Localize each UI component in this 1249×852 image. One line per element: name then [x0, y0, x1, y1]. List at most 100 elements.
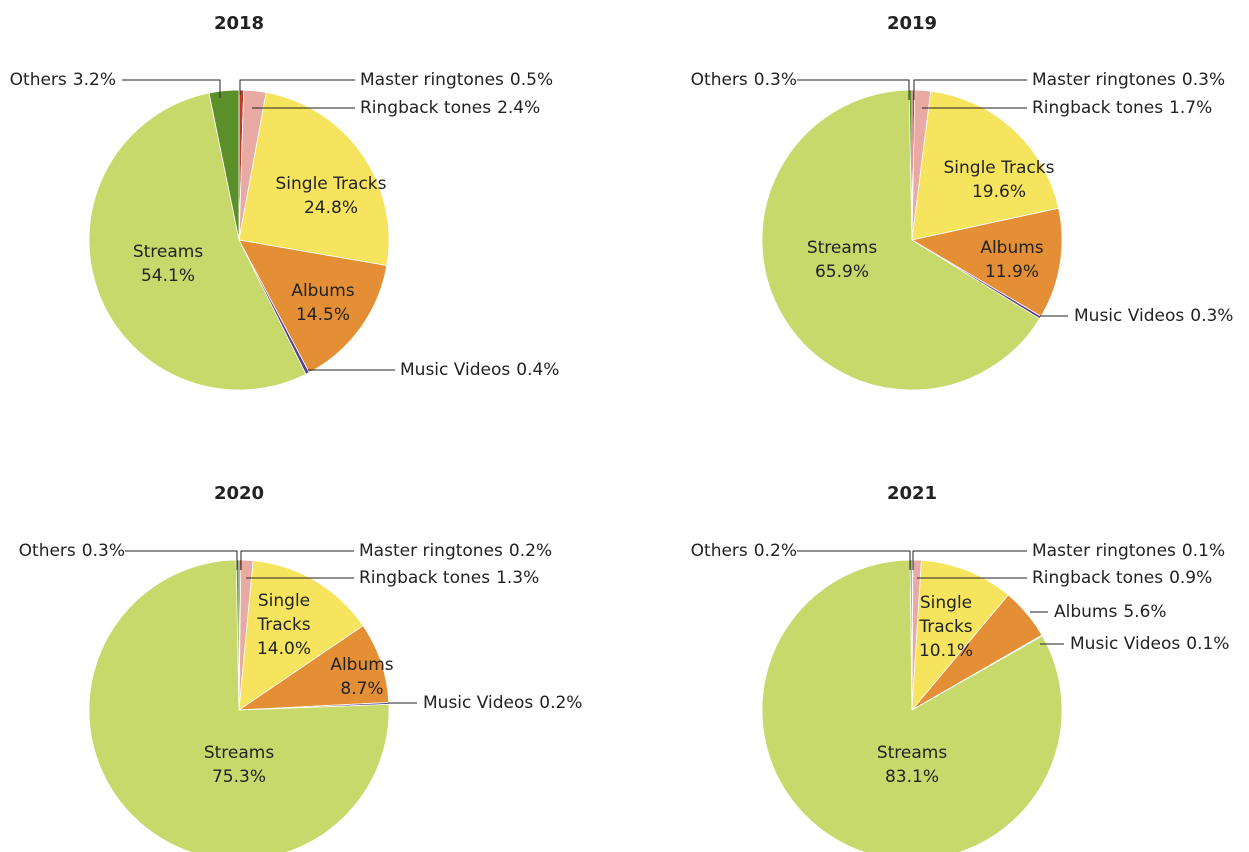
slice-name: Albums	[980, 238, 1044, 258]
slice-value: 19.6%	[971, 182, 1026, 202]
leader-line	[912, 550, 1027, 570]
slice-name: Master ringtones	[360, 70, 504, 90]
slice-name: Streams	[203, 743, 275, 763]
slice-value: 14.5%	[295, 305, 350, 325]
leader-line	[913, 79, 1027, 100]
slice-value: 0.2%	[509, 541, 552, 561]
slice-value: 75.3%	[211, 767, 266, 787]
slice-label: Others 0.3%	[19, 541, 125, 561]
slice-name: Others	[19, 541, 76, 561]
slice-name: Single Tracks	[919, 593, 973, 637]
chart-title: 2020	[214, 483, 264, 504]
slice-name: Master ringtones	[1032, 70, 1176, 90]
slice-label: Others 3.2%	[10, 70, 116, 90]
slice-label: Single Tracks 19.6%	[919, 140, 1079, 220]
slice-label: Albums 5.6%	[1054, 602, 1167, 622]
pie-slice	[238, 92, 390, 267]
leader-line	[240, 550, 354, 570]
slice-value: 5.6%	[1123, 602, 1166, 622]
slice-value: 2.4%	[497, 98, 540, 118]
slice-label-box: Streams 83.1%	[842, 725, 982, 805]
slice-value: 0.3%	[1190, 306, 1233, 326]
slice-label: Single Tracks 24.8%	[251, 156, 411, 236]
slice-label: Others 0.3%	[691, 70, 797, 90]
pie-slice	[237, 625, 390, 711]
slice-label-box: Single Tracks 19.6%	[919, 140, 1079, 220]
slice-name: Ringback tones	[359, 568, 490, 588]
slice-label: Music Videos 0.3%	[1074, 306, 1233, 326]
slice-name: Ringback tones	[1032, 568, 1163, 588]
slice-value: 54.1%	[140, 266, 195, 286]
slice-name: Albums	[291, 281, 355, 301]
slice-label: Music Videos 0.2%	[423, 693, 582, 713]
slice-name: Streams	[806, 238, 878, 258]
leader-line	[239, 79, 355, 95]
slice-label: Ringback tones 0.9%	[1032, 568, 1212, 588]
pie-slice	[88, 559, 390, 852]
slice-label-box: Single Tracks 24.8%	[251, 156, 411, 236]
slice-label: Albums 11.9%	[980, 238, 1044, 282]
leader-line	[125, 550, 238, 570]
pie-slice	[235, 559, 240, 711]
slice-value: 0.9%	[1169, 568, 1212, 588]
slice-label: Ringback tones 2.4%	[360, 98, 540, 118]
slice-label: Others 0.2%	[691, 541, 797, 561]
slice-value: 0.2%	[539, 693, 582, 713]
leader-line	[797, 550, 911, 570]
pie-slice	[911, 90, 1060, 241]
slice-value: 11.9%	[984, 262, 1039, 282]
pie-slice	[88, 92, 307, 391]
slice-label: Single Tracks 10.1%	[911, 587, 981, 667]
slice-name: Single Tracks	[275, 174, 387, 194]
pie-slice	[911, 559, 1009, 712]
slice-label: Streams 75.3%	[169, 725, 309, 805]
slice-value: 65.9%	[814, 262, 869, 282]
slice-label: Music Videos 0.1%	[1070, 634, 1229, 654]
slice-label: Master ringtones 0.2%	[359, 541, 552, 561]
slice-name: Others	[10, 70, 67, 90]
slice-name: Master ringtones	[359, 541, 503, 561]
slice-value: 0.4%	[516, 360, 559, 380]
slice-name: Master ringtones	[1032, 541, 1176, 561]
leader-line	[122, 79, 221, 98]
slice-label: Streams 83.1%	[842, 725, 982, 805]
slice-label-box: Single Tracks 14.0%	[249, 585, 319, 665]
pie-slice	[761, 89, 1041, 391]
slice-label: Albums 8.7%	[330, 655, 394, 699]
slice-name: Ringback tones	[1032, 98, 1163, 118]
pie-slice	[761, 559, 1063, 852]
slice-label-box: Single Tracks 10.1%	[911, 587, 981, 667]
slice-name: Streams	[132, 242, 204, 262]
slice-name: Streams	[876, 743, 948, 763]
slice-name: Music Videos	[423, 693, 533, 713]
slice-value: 3.2%	[73, 70, 116, 90]
slice-name: Albums	[330, 655, 394, 675]
slice-name: Music Videos	[400, 360, 510, 380]
slice-name: Ringback tones	[360, 98, 491, 118]
slice-label-box: Streams 54.1%	[98, 224, 238, 304]
slice-label: Streams 65.9%	[772, 220, 912, 300]
slice-value: 1.3%	[496, 568, 539, 588]
slice-label: Ringback tones 1.7%	[1032, 98, 1212, 118]
slice-value: 0.1%	[1182, 541, 1225, 561]
slice-value: 0.1%	[1186, 634, 1229, 654]
chart-title: 2021	[887, 483, 937, 504]
slice-label: Music Videos 0.4%	[400, 360, 559, 380]
slice-value: 0.3%	[1182, 70, 1225, 90]
pie-slice	[238, 560, 364, 711]
slice-label-box: Albums 14.5%	[253, 263, 393, 343]
slice-label-box: Streams 65.9%	[772, 220, 912, 300]
slice-label-box: Streams 75.3%	[169, 725, 309, 805]
slice-value: 1.7%	[1169, 98, 1212, 118]
chart-title: 2018	[214, 13, 264, 34]
slice-name: Single Tracks	[943, 158, 1055, 178]
leader-line	[797, 79, 910, 100]
slice-label: Ringback tones 1.3%	[359, 568, 539, 588]
slice-name: Single Tracks	[257, 591, 311, 635]
slice-value: 0.2%	[754, 541, 797, 561]
slice-name: Albums	[1054, 602, 1117, 622]
slice-name: Music Videos	[1070, 634, 1180, 654]
slice-label: Single Tracks 14.0%	[249, 585, 319, 665]
slice-name: Others	[691, 541, 748, 561]
